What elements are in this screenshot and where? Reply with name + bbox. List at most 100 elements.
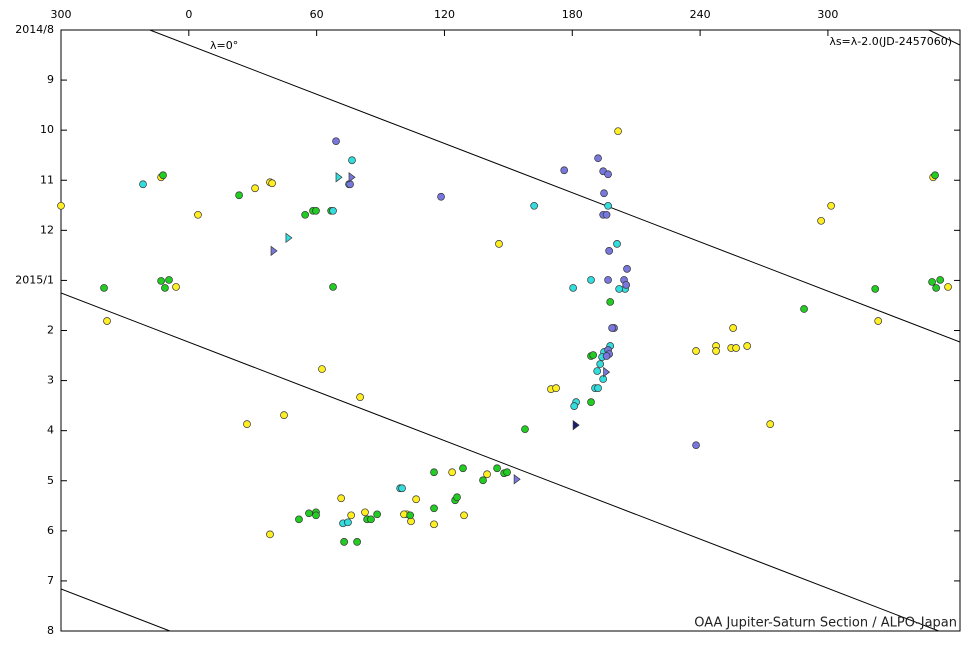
y-tick-label: 4 (47, 424, 54, 437)
y-tick-label: 10 (40, 123, 54, 136)
y-tick-label: 11 (40, 173, 54, 186)
point (280, 411, 288, 419)
point (623, 265, 631, 273)
point (692, 441, 700, 450)
point (406, 511, 415, 520)
point (103, 317, 111, 325)
drift-line (928, 30, 960, 46)
point (874, 317, 883, 325)
point (337, 494, 345, 503)
point (593, 367, 602, 375)
x-tick-label: 300 (817, 8, 838, 21)
point (159, 171, 167, 180)
point (589, 351, 598, 359)
point (270, 245, 278, 257)
point (367, 515, 375, 524)
point (605, 247, 613, 255)
point (732, 344, 740, 352)
point (827, 201, 835, 210)
point (596, 360, 605, 368)
point (318, 365, 326, 373)
point (194, 210, 202, 219)
plot-frame (60, 29, 961, 632)
point (604, 201, 612, 210)
point (301, 210, 309, 219)
point (513, 474, 521, 485)
point (871, 285, 880, 293)
point (347, 511, 356, 520)
x-tick-label: 300 (51, 8, 72, 21)
point (766, 420, 775, 429)
annotation: λ=0° (210, 39, 238, 52)
point (530, 201, 538, 210)
point (335, 172, 343, 183)
point (348, 156, 356, 165)
annotation: λs=λ-2.0(JD-2457060) (829, 35, 952, 48)
point (944, 283, 952, 291)
point (235, 191, 243, 200)
point (932, 284, 940, 292)
y-tick-label: 2 (47, 324, 54, 337)
point (400, 510, 408, 519)
x-tick-label: 120 (434, 8, 455, 21)
point (729, 324, 737, 332)
point (692, 347, 700, 355)
point (453, 493, 461, 502)
point (348, 172, 356, 183)
points (57, 127, 952, 546)
point (552, 384, 560, 392)
point (743, 342, 752, 350)
point (373, 510, 381, 519)
point (398, 484, 406, 493)
point (613, 240, 621, 248)
point (57, 201, 65, 210)
point (602, 210, 611, 219)
point (139, 180, 147, 189)
point (587, 398, 595, 406)
y-tick-label: 8 (47, 624, 54, 637)
point (251, 184, 259, 193)
point (603, 366, 611, 378)
point (157, 277, 165, 285)
point (344, 518, 352, 527)
point (459, 464, 467, 473)
point (931, 171, 939, 180)
point (570, 402, 579, 410)
x-tick-label: 60 (310, 8, 324, 21)
point (608, 324, 616, 332)
point (305, 509, 313, 518)
point (521, 425, 529, 434)
point (599, 375, 608, 383)
point (448, 468, 456, 477)
point (346, 180, 354, 189)
point (340, 538, 348, 546)
point (268, 179, 276, 188)
point (622, 281, 631, 289)
point (243, 420, 251, 429)
point (329, 206, 337, 215)
point (172, 283, 180, 291)
point (614, 127, 622, 136)
y-tick-label: 2015/1 (15, 273, 54, 286)
point (356, 393, 364, 401)
drift-line (61, 292, 939, 631)
point (353, 538, 361, 546)
x-tick-label: 180 (562, 8, 583, 21)
point (329, 283, 337, 291)
point (587, 276, 595, 284)
point (572, 419, 580, 431)
point (483, 470, 491, 479)
point (266, 530, 274, 539)
credit: OAA Jupiter-Saturn Section / ALPO-Japan (694, 616, 957, 631)
y-tick-label: 7 (47, 574, 54, 587)
point (602, 352, 611, 360)
point (479, 476, 487, 485)
y-tick-label: 6 (47, 524, 54, 537)
point (332, 137, 340, 146)
point (604, 170, 612, 179)
point (615, 285, 623, 293)
point (503, 468, 511, 477)
point (295, 515, 303, 524)
drift-line (149, 30, 960, 343)
